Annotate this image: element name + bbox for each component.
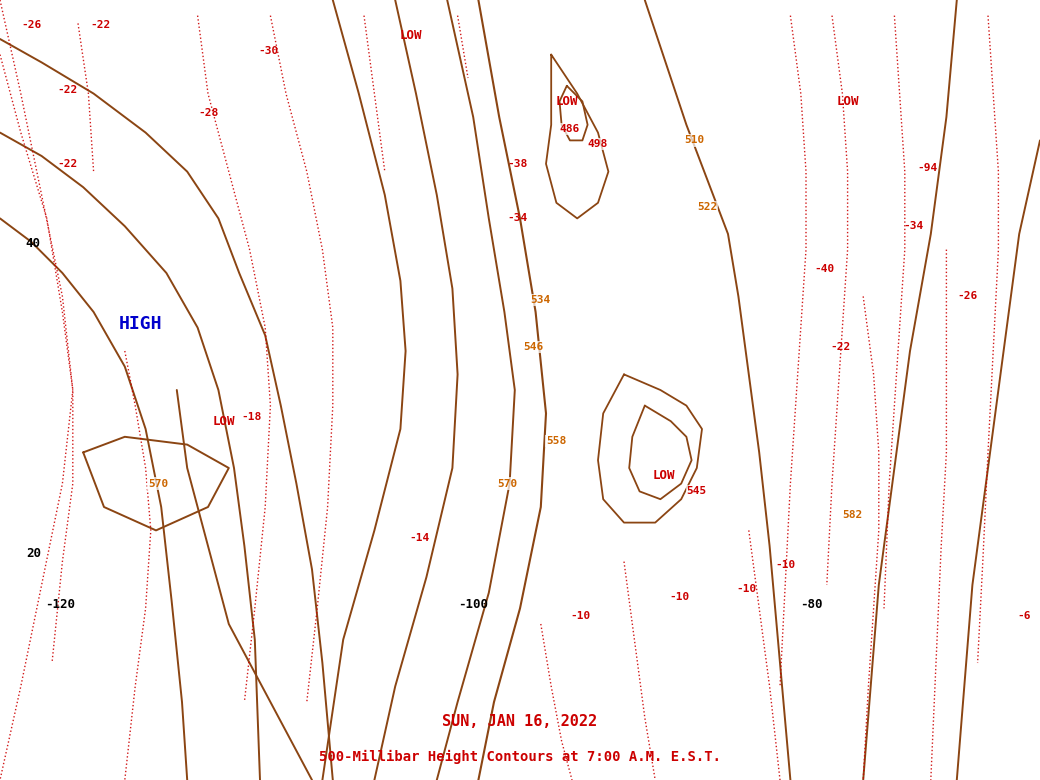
Text: -22: -22 (57, 159, 78, 168)
Text: -14: -14 (409, 534, 430, 543)
Text: -10: -10 (669, 592, 690, 601)
Text: 558: 558 (546, 436, 567, 445)
Text: 486: 486 (560, 124, 580, 133)
Text: -40: -40 (814, 264, 835, 274)
Text: -22: -22 (90, 20, 111, 30)
Text: 534: 534 (530, 296, 551, 305)
Text: -80: -80 (800, 598, 823, 611)
Text: -18: -18 (241, 413, 262, 422)
Text: LOW: LOW (212, 415, 235, 427)
Text: -28: -28 (198, 108, 218, 118)
Text: -38: -38 (508, 159, 528, 168)
Text: 510: 510 (684, 136, 705, 145)
Text: 546: 546 (523, 342, 544, 352)
Text: SUN, JAN 16, 2022: SUN, JAN 16, 2022 (442, 714, 598, 729)
Text: -10: -10 (570, 612, 591, 621)
Text: -6: -6 (1018, 612, 1031, 621)
Text: -34: -34 (903, 222, 924, 231)
Text: LOW: LOW (836, 95, 859, 108)
Text: -120: -120 (46, 598, 75, 611)
Text: -10: -10 (775, 561, 796, 570)
Text: -100: -100 (459, 598, 488, 611)
Text: LOW: LOW (399, 29, 422, 41)
Text: -26: -26 (21, 20, 42, 30)
Text: 522: 522 (697, 202, 718, 211)
Text: -22: -22 (57, 85, 78, 94)
Text: LOW: LOW (652, 470, 675, 482)
Text: -94: -94 (917, 163, 938, 172)
Text: 582: 582 (842, 510, 863, 519)
Text: -34: -34 (508, 214, 528, 223)
Text: 498: 498 (588, 140, 608, 149)
Text: -10: -10 (736, 584, 757, 594)
Text: 570: 570 (148, 479, 168, 488)
Text: -26: -26 (957, 292, 978, 301)
Text: -22: -22 (830, 342, 851, 352)
Text: 20: 20 (26, 548, 41, 560)
Text: 570: 570 (497, 479, 518, 488)
Text: HIGH: HIGH (119, 314, 162, 333)
Text: 40: 40 (26, 237, 41, 250)
Text: 545: 545 (686, 487, 707, 496)
Text: -30: -30 (258, 46, 279, 55)
Text: 500-Millibar Height Contours at 7:00 A.M. E.S.T.: 500-Millibar Height Contours at 7:00 A.M… (319, 750, 721, 764)
Text: LOW: LOW (555, 95, 578, 108)
